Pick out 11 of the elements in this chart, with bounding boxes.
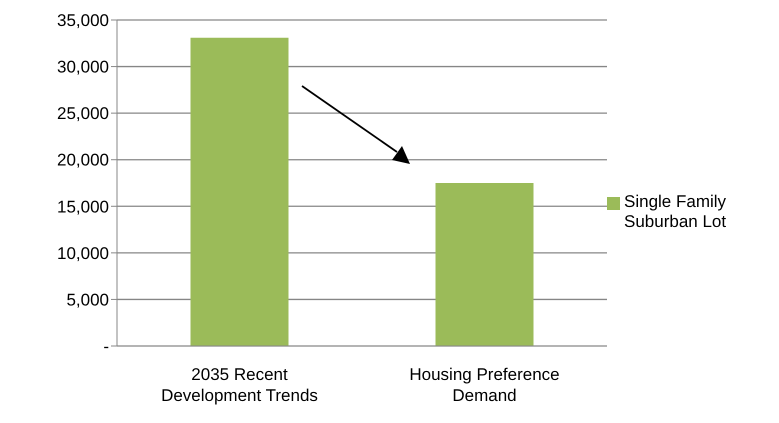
legend-label: Single Family Suburban Lot xyxy=(624,192,726,232)
y-tick-label: 5,000 xyxy=(66,290,109,310)
x-tick-label: 2035 Recent Development Trends xyxy=(161,365,318,405)
x-tick-label: Housing Preference Demand xyxy=(409,365,560,405)
y-tick-label: 25,000 xyxy=(57,104,109,124)
y-tick-label: 30,000 xyxy=(57,58,109,77)
y-tick-label: 10,000 xyxy=(57,244,109,263)
y-tick-label: - xyxy=(103,337,109,356)
y-tick-label: 35,000 xyxy=(57,11,109,30)
y-tick-label: 15,000 xyxy=(57,197,109,216)
y-tick-label: 20,000 xyxy=(57,150,109,170)
